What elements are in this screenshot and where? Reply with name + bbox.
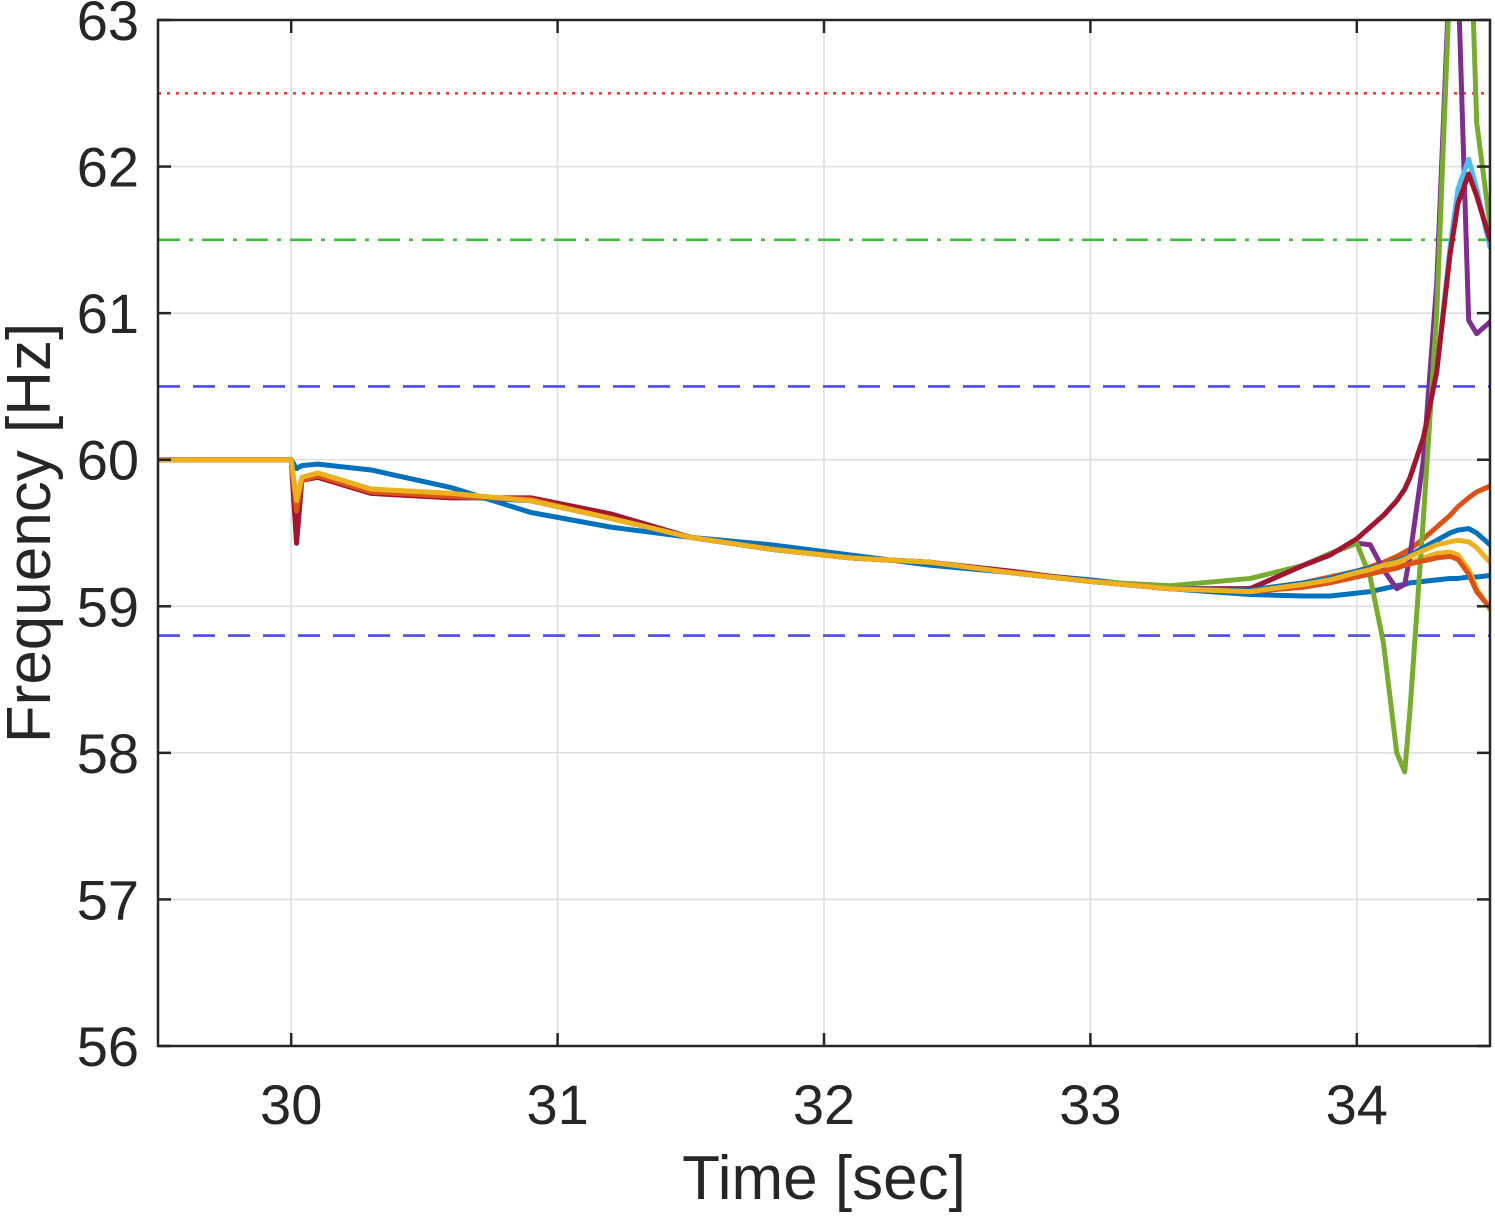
reference-lines [158, 91, 1490, 637]
x-axis-label: Time [sec] [682, 1144, 966, 1213]
y-tick-label-58: 58 [77, 722, 139, 785]
x-tick-labels: 30 31 32 33 34 [260, 1073, 1388, 1136]
y-tick-label-60: 60 [77, 429, 139, 492]
y-tick-label-59: 59 [77, 575, 139, 638]
y-tick-label-62: 62 [77, 136, 139, 199]
x-tick-label-30: 30 [260, 1073, 322, 1136]
series-line-10 [158, 457, 1490, 595]
x-tick-label-32: 32 [793, 1073, 855, 1136]
y-axis-label: Frequency [Hz] [0, 323, 64, 743]
tick-marks [158, 18, 1490, 1048]
y-tick-label-61: 61 [77, 282, 139, 345]
x-tick-label-31: 31 [526, 1073, 588, 1136]
y-tick-label-56: 56 [77, 1015, 139, 1078]
grid-lines [158, 19, 1490, 1047]
x-tick-label-34: 34 [1326, 1073, 1388, 1136]
x-tick-label-33: 33 [1059, 1073, 1121, 1136]
series-lines [158, 20, 1490, 775]
y-tick-labels: 56 57 58 59 60 61 62 63 [77, 0, 139, 1078]
y-tick-label-63: 63 [77, 0, 139, 52]
y-tick-label-57: 57 [77, 868, 139, 931]
